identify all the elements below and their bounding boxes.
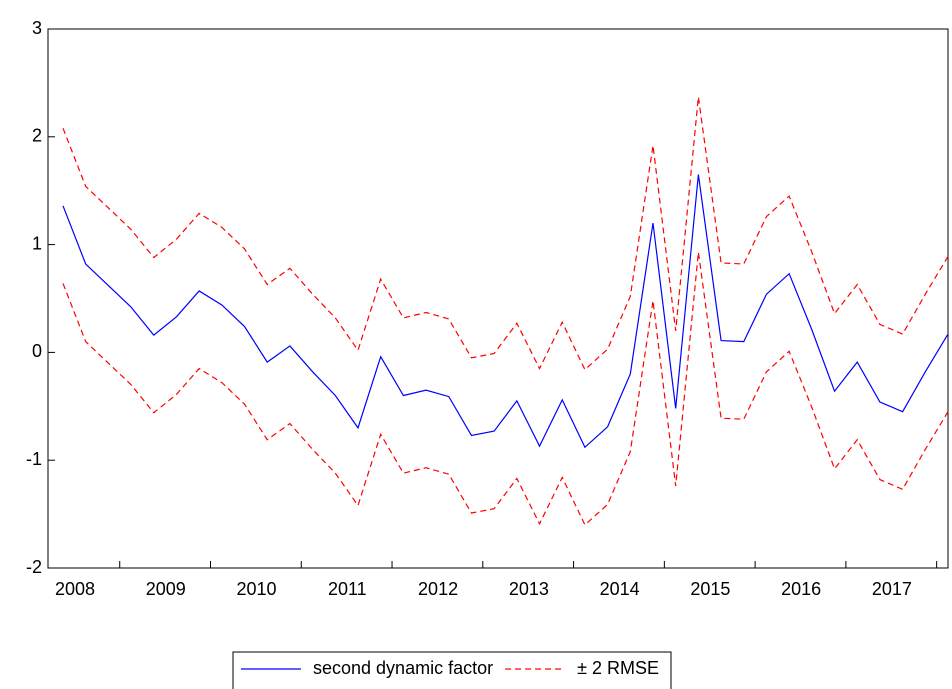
y-tick-label: 2 [32, 126, 42, 146]
x-tick-label: 2011 [328, 579, 367, 599]
x-tick-label: 2016 [781, 579, 821, 599]
y-tick-label: 3 [32, 18, 42, 38]
data-line [62, 96, 949, 371]
y-tick-label: -1 [26, 449, 42, 469]
x-tick-label: 2014 [600, 579, 640, 599]
x-tick-label: 2008 [55, 579, 95, 599]
y-tick-label: 1 [32, 233, 42, 253]
x-tick-label: 2010 [237, 579, 277, 599]
y-tick-label: 0 [32, 341, 42, 361]
plot-frame [47, 28, 949, 569]
legend-label: ± 2 RMSE [577, 658, 659, 678]
data-line [62, 252, 949, 526]
legend-label: second dynamic factor [313, 658, 493, 678]
y-tick-label: -2 [26, 557, 42, 577]
x-tick-label: 2017 [872, 579, 912, 599]
x-tick-label: 2015 [690, 579, 730, 599]
x-tick-label: 2013 [509, 579, 549, 599]
legend-box [232, 651, 672, 689]
x-tick-label: 2012 [418, 579, 458, 599]
data-line [62, 174, 949, 449]
x-tick-label: 2009 [146, 579, 186, 599]
